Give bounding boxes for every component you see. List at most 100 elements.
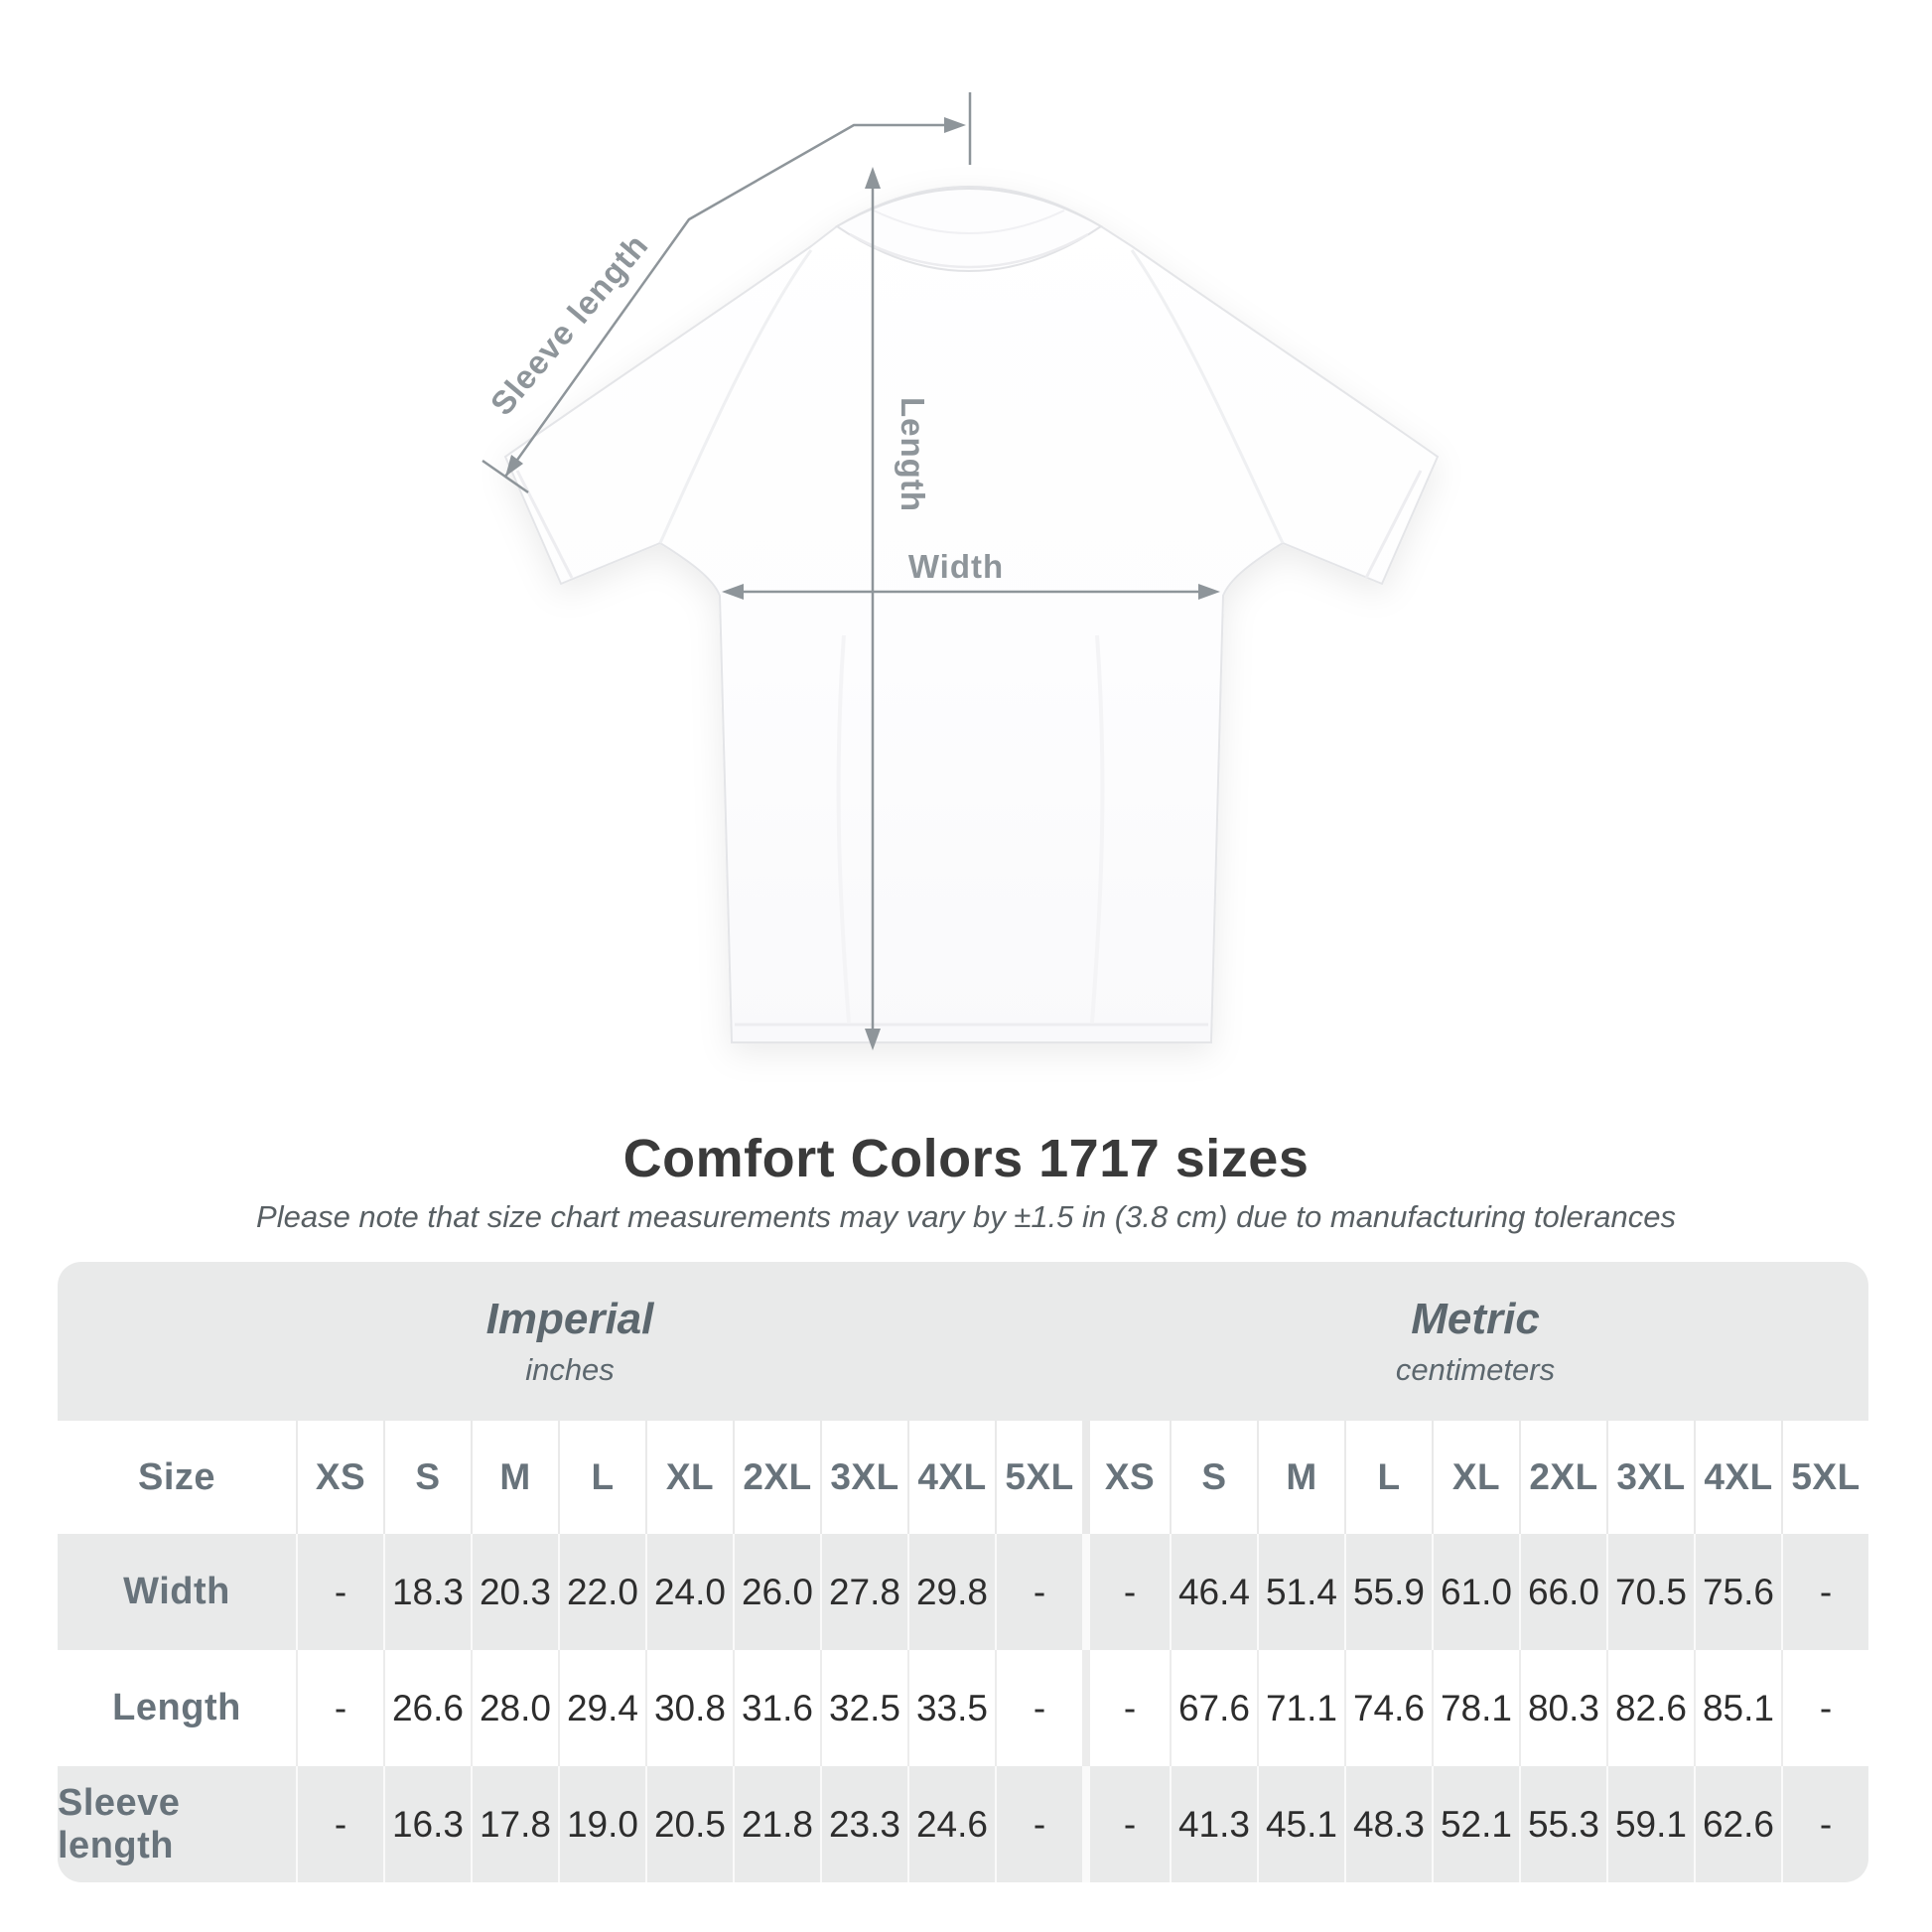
imperial-value-text: - (334, 1687, 347, 1728)
metric-value-text: 74.6 (1352, 1687, 1425, 1728)
metric-size-header-xl-text: XL (1451, 1456, 1501, 1497)
table-row-length: Length -26.6 28.0 29.4 30.8 31.6 32.5 33.5- -67.… (58, 1650, 1868, 1766)
metric-size-header-2xl-text: 2XL (1529, 1456, 1598, 1497)
metric-value: - (1082, 1650, 1170, 1766)
metric-value-text: - (1819, 1571, 1833, 1612)
imperial-value: 17.8 (471, 1766, 558, 1882)
imperial-size-header-l: L (558, 1421, 645, 1534)
metric-value-text: 52.1 (1440, 1803, 1512, 1845)
metric-value: 74.6 (1344, 1650, 1432, 1766)
imperial-size-header-5xl: 5XL (995, 1421, 1082, 1534)
imperial-size-header-2xl: 2XL (733, 1421, 820, 1534)
metric-value-text: - (1819, 1803, 1833, 1845)
metric-value-text: 45.1 (1265, 1803, 1337, 1845)
metric-size-header-xl: XL (1432, 1421, 1519, 1534)
imperial-value: - (995, 1650, 1082, 1766)
metric-value: 71.1 (1257, 1650, 1344, 1766)
imperial-value: 24.0 (645, 1534, 733, 1650)
measurement-arrows (482, 92, 1220, 1050)
imperial-value: 31.6 (733, 1650, 820, 1766)
metric-value: 85.1 (1694, 1650, 1781, 1766)
metric-value: - (1082, 1766, 1170, 1882)
imperial-value: 26.0 (733, 1534, 820, 1650)
metric-value: 82.6 (1606, 1650, 1694, 1766)
metric-size-header-3xl: 3XL (1606, 1421, 1694, 1534)
imperial-value-text: - (1033, 1571, 1046, 1612)
imperial-value-text: 16.3 (391, 1803, 464, 1845)
row-label-text: Length (112, 1687, 241, 1728)
metric-size-header-xs-text: XS (1104, 1456, 1156, 1497)
metric-value-text: 82.6 (1614, 1687, 1687, 1728)
table-row-width: Width -18.3 20.3 22.0 24.0 26.0 27.8 29.8- -46.4… (58, 1534, 1868, 1650)
imperial-value: 18.3 (383, 1534, 471, 1650)
metric-value: - (1781, 1650, 1868, 1766)
metric-value: 51.4 (1257, 1534, 1344, 1650)
imperial-value: 27.8 (820, 1534, 907, 1650)
table-row-sleeve-length: Sleeve length - 16.3 17.8 19.0 20.5 21.8 23.3 24… (58, 1766, 1868, 1882)
metric-size-header-s: S (1170, 1421, 1257, 1534)
metric-value: - (1781, 1766, 1868, 1882)
unit-group-header: Imperial inches Metric centimeters (58, 1262, 1868, 1421)
imperial-value-text: 32.5 (828, 1687, 900, 1728)
imperial-group-header: Imperial inches (58, 1262, 1082, 1421)
metric-size-header-m: M (1257, 1421, 1344, 1534)
imperial-size-header-2xl-text: 2XL (743, 1456, 812, 1497)
metric-value-text: 59.1 (1614, 1803, 1687, 1845)
imperial-value: - (296, 1650, 383, 1766)
imperial-value-text: 22.0 (566, 1571, 638, 1612)
metric-value: 61.0 (1432, 1534, 1519, 1650)
sleeve-length-arrow (482, 117, 966, 494)
imperial-value-text: 27.8 (828, 1571, 900, 1612)
tshirt-body (503, 186, 1440, 1043)
metric-value: 55.9 (1344, 1534, 1432, 1650)
imperial-size-header-4xl: 4XL (907, 1421, 995, 1534)
imperial-value-text: - (1033, 1687, 1046, 1728)
metric-value: 78.1 (1432, 1650, 1519, 1766)
imperial-value-text: - (1033, 1803, 1046, 1845)
imperial-value: 30.8 (645, 1650, 733, 1766)
size-column-header-text: Size (137, 1455, 216, 1498)
row-label-text: Width (123, 1571, 230, 1612)
table-body: Width -18.3 20.3 22.0 24.0 26.0 27.8 29.8- -46.4… (58, 1534, 1868, 1882)
tolerance-note: Please note that size chart measurements… (256, 1199, 1676, 1234)
imperial-value: 29.4 (558, 1650, 645, 1766)
metric-value: 75.6 (1694, 1534, 1781, 1650)
metric-value-text: 51.4 (1265, 1571, 1337, 1612)
metric-value-text: 78.1 (1440, 1687, 1512, 1728)
metric-value-text: 85.1 (1702, 1687, 1774, 1728)
metric-value: 48.3 (1344, 1766, 1432, 1882)
imperial-value: 24.6 (907, 1766, 995, 1882)
metric-value: 45.1 (1257, 1766, 1344, 1882)
imperial-size-header-3xl-text: 3XL (830, 1456, 899, 1497)
metric-size-header-m-text: M (1286, 1456, 1317, 1497)
metric-value-text: 71.1 (1265, 1687, 1337, 1728)
imperial-value-text: 21.8 (741, 1803, 813, 1845)
metric-value-text: 75.6 (1702, 1571, 1774, 1612)
metric-size-header-5xl-text: 5XL (1791, 1456, 1861, 1497)
imperial-group-name: Imperial (485, 1295, 654, 1343)
metric-value: 55.3 (1519, 1766, 1606, 1882)
imperial-value-text: 30.8 (653, 1687, 726, 1728)
metric-size-header-xs: XS (1082, 1421, 1170, 1534)
imperial-value-text: 33.5 (915, 1687, 988, 1728)
size-table: Imperial inches Metric centimeters Size X… (58, 1262, 1868, 1882)
metric-value-text: - (1123, 1803, 1137, 1845)
imperial-value-text: 19.0 (566, 1803, 638, 1845)
imperial-value-text: 26.0 (741, 1571, 813, 1612)
imperial-size-header-s: S (383, 1421, 471, 1534)
metric-size-header-5xl: 5XL (1781, 1421, 1868, 1534)
imperial-value: - (296, 1534, 383, 1650)
metric-value: 67.6 (1170, 1650, 1257, 1766)
metric-size-header-3xl-text: 3XL (1616, 1456, 1686, 1497)
metric-value-text: 66.0 (1527, 1571, 1599, 1612)
metric-size-header-4xl-text: 4XL (1704, 1456, 1773, 1497)
imperial-size-header-l-text: L (591, 1456, 615, 1497)
metric-value-text: 62.6 (1702, 1803, 1774, 1845)
metric-value-text: - (1123, 1571, 1137, 1612)
imperial-value-text: 18.3 (391, 1571, 464, 1612)
length-arrow (865, 167, 881, 1050)
imperial-size-header-xs-text: XS (315, 1456, 366, 1497)
metric-value: 46.4 (1170, 1534, 1257, 1650)
metric-value-text: 48.3 (1352, 1803, 1425, 1845)
metric-value-text: - (1819, 1687, 1833, 1728)
